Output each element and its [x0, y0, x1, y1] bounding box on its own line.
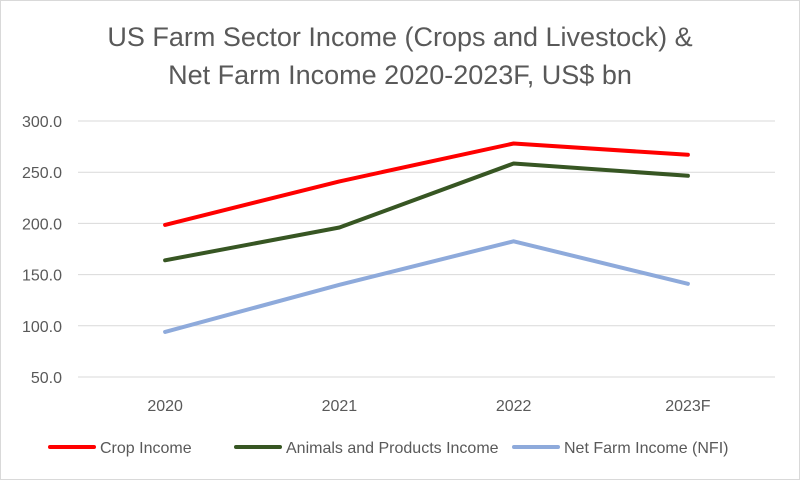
- series-line-2: [163, 161, 690, 263]
- y-tick-label: 100.0: [22, 319, 62, 336]
- legend-label: Animals and Products Income: [286, 440, 499, 457]
- y-tick-label: 250.0: [22, 165, 62, 182]
- chart-title: US Farm Sector Income (Crops and Livesto…: [0, 18, 800, 94]
- x-tick-label: 2021: [322, 398, 358, 415]
- y-tick-label: 150.0: [22, 268, 62, 285]
- chart-title-line-1: US Farm Sector Income (Crops and Livesto…: [107, 22, 693, 52]
- y-tick-label: 50.0: [31, 370, 62, 387]
- legend-label: Net Farm Income (NFI): [564, 440, 728, 457]
- legend-label: Crop Income: [100, 440, 192, 457]
- x-tick-label: 2022: [496, 398, 532, 415]
- chart-title-line-2: Net Farm Income 2020-2023F, US$ bn: [168, 60, 632, 90]
- y-tick-label: 200.0: [22, 216, 62, 233]
- series-line-1: [163, 141, 690, 227]
- x-tick-label: 2020: [147, 398, 183, 415]
- series-line-3: [163, 239, 690, 334]
- x-tick-label: 2023F: [665, 398, 711, 415]
- y-tick-label: 300.0: [22, 114, 62, 131]
